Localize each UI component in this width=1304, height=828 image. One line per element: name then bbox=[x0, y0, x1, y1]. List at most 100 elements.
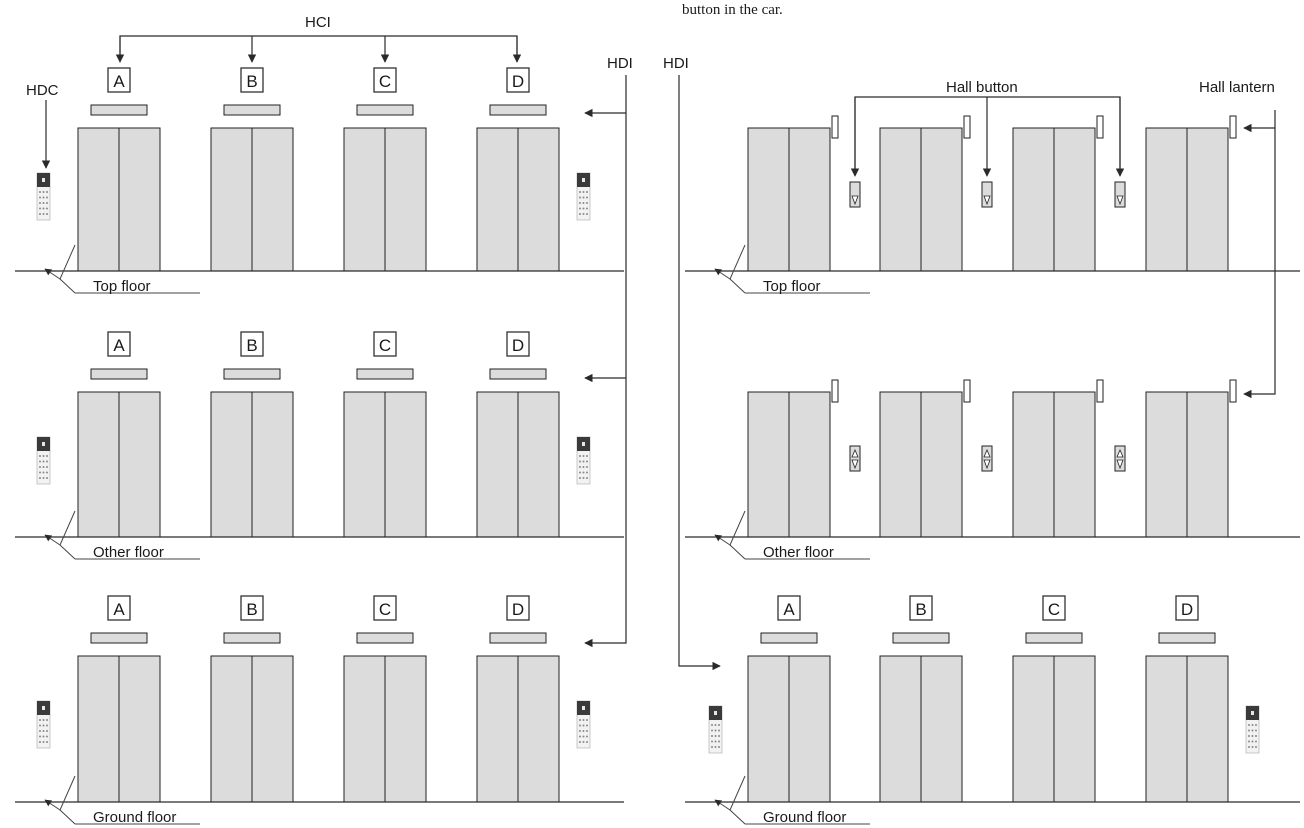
door-right bbox=[517, 127, 560, 272]
car-letter: B bbox=[246, 72, 257, 91]
hdc-annotation: HDC bbox=[26, 82, 59, 169]
car-letter: D bbox=[512, 600, 524, 619]
floor-marker: Top floor bbox=[15, 244, 624, 295]
hall-lantern-icon bbox=[1096, 379, 1104, 403]
hall-destination-keypad-icon bbox=[576, 700, 591, 749]
floor-marker: Ground floor bbox=[685, 775, 1300, 826]
car-indicator-bar bbox=[489, 104, 547, 116]
hall-button-icon bbox=[1114, 445, 1126, 472]
hdi-right-label: HDI bbox=[663, 55, 689, 72]
door-left bbox=[747, 127, 790, 272]
car-letter: B bbox=[246, 600, 257, 619]
car-id-box bbox=[240, 67, 264, 93]
car-id-box bbox=[506, 331, 530, 357]
car-letter: C bbox=[379, 600, 391, 619]
hall-lantern-icon bbox=[831, 379, 839, 403]
car-id-box bbox=[373, 595, 397, 621]
elevator-car: A bbox=[77, 67, 161, 272]
door-right bbox=[1186, 391, 1229, 538]
car-indicator-bar bbox=[489, 368, 547, 380]
hall-button-icon bbox=[849, 181, 861, 208]
elevator-car: D bbox=[476, 67, 560, 272]
car-letter: A bbox=[113, 600, 125, 619]
door-right bbox=[251, 655, 294, 803]
car-letter: B bbox=[246, 336, 257, 355]
elevator-car: C bbox=[343, 67, 427, 272]
door-left bbox=[1145, 391, 1188, 538]
hdi-right-bracket bbox=[678, 75, 721, 671]
elevator-car: C bbox=[1012, 595, 1096, 803]
car-id-box bbox=[506, 67, 530, 93]
hall-lantern-icon bbox=[963, 379, 971, 403]
floor-label: Ground floor bbox=[93, 809, 176, 826]
hall-destination-keypad-icon bbox=[576, 172, 591, 221]
elevator-car bbox=[747, 391, 831, 538]
door-right bbox=[517, 655, 560, 803]
car-letter: A bbox=[113, 336, 125, 355]
car-indicator-bar bbox=[90, 104, 148, 116]
car-id-box bbox=[506, 595, 530, 621]
door-right bbox=[788, 391, 831, 538]
elevator-car: D bbox=[476, 595, 560, 803]
door-right bbox=[788, 655, 831, 803]
door-left bbox=[1145, 655, 1188, 803]
hall-lantern-label: Hall lantern bbox=[1199, 79, 1275, 96]
hall-destination-keypad-icon bbox=[576, 436, 591, 485]
door-left bbox=[210, 391, 253, 538]
car-indicator-bar bbox=[489, 632, 547, 644]
door-right bbox=[920, 391, 963, 538]
car-letter: A bbox=[783, 600, 795, 619]
door-right bbox=[1053, 391, 1096, 538]
elevator-car bbox=[747, 127, 831, 272]
floor-label: Top floor bbox=[93, 278, 151, 295]
door-right bbox=[251, 391, 294, 538]
car-indicator-bar bbox=[356, 104, 414, 116]
floor-marker: Other floor bbox=[685, 510, 1300, 561]
elevator-car bbox=[1012, 391, 1096, 538]
car-letter: A bbox=[113, 72, 125, 91]
door-right bbox=[118, 655, 161, 803]
hall-destination-keypad-icon bbox=[36, 172, 51, 221]
caption-fragment: button in the car. bbox=[682, 2, 783, 18]
hdi-right-annotation: HDI bbox=[663, 55, 721, 671]
door-left bbox=[879, 655, 922, 803]
elevator-car: D bbox=[476, 331, 560, 538]
hall-lantern-annotation: Hall lantern bbox=[1199, 79, 1276, 399]
car-indicator-bar bbox=[760, 632, 818, 644]
door-left bbox=[1012, 655, 1055, 803]
floor-marker: Top floor bbox=[685, 244, 1300, 295]
car-indicator-bar bbox=[90, 368, 148, 380]
hci-label: HCI bbox=[305, 14, 331, 31]
door-right bbox=[251, 127, 294, 272]
elevator-car: A bbox=[77, 331, 161, 538]
car-indicator-bar bbox=[1025, 632, 1083, 644]
door-left bbox=[476, 127, 519, 272]
door-right bbox=[384, 655, 427, 803]
hdc-label: HDC bbox=[26, 82, 59, 99]
car-id-box bbox=[240, 595, 264, 621]
door-left bbox=[210, 127, 253, 272]
door-right bbox=[118, 127, 161, 272]
elevator-car bbox=[879, 127, 963, 272]
car-id-box bbox=[909, 595, 933, 621]
hall-button-icon bbox=[981, 181, 993, 208]
elevator-car: C bbox=[343, 331, 427, 538]
door-left bbox=[747, 655, 790, 803]
hall-button-icon bbox=[981, 445, 993, 472]
elevator-car: B bbox=[879, 595, 963, 803]
door-left bbox=[343, 391, 386, 538]
elevator-car bbox=[1012, 127, 1096, 272]
hdi-left-label: HDI bbox=[607, 55, 633, 72]
car-id-box bbox=[1175, 595, 1199, 621]
car-letter: B bbox=[915, 600, 926, 619]
door-left bbox=[1012, 127, 1055, 272]
door-right bbox=[920, 655, 963, 803]
hall-button-icon bbox=[1114, 181, 1126, 208]
door-right bbox=[788, 127, 831, 272]
door-left bbox=[879, 127, 922, 272]
car-id-box bbox=[240, 331, 264, 357]
hall-lantern-icon bbox=[1229, 379, 1237, 403]
car-letter: C bbox=[379, 336, 391, 355]
door-left bbox=[879, 391, 922, 538]
car-indicator-bar bbox=[1158, 632, 1216, 644]
